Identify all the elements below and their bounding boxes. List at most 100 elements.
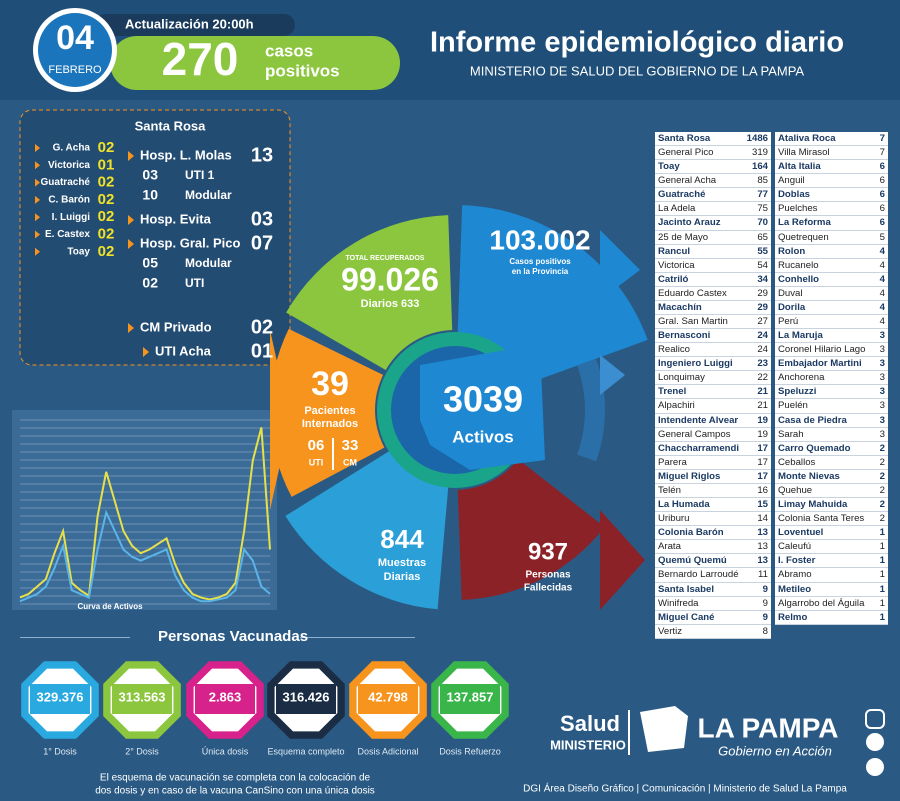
label: Pacientes — [304, 405, 355, 417]
table-row: Villa Mirasol 7 — [775, 146, 888, 161]
label: 06 — [308, 437, 325, 454]
count: 17 — [757, 456, 768, 468]
label: 03 — [142, 167, 158, 183]
count: 3 — [879, 414, 885, 426]
locality: Loventuel — [778, 527, 824, 539]
label: Activos — [452, 427, 513, 446]
locality: Catriló — [658, 273, 689, 285]
locality: Quemú Quemú — [658, 555, 727, 567]
table-row: Lonquimay 22 — [655, 371, 771, 386]
count: 13 — [757, 541, 768, 553]
subtitle: MINISTERIO DE SALUD DEL GOBIERNO DE LA P… — [470, 63, 805, 78]
locality: Intendente Alvear — [658, 414, 739, 426]
table-row: Rancul 55 — [655, 245, 771, 259]
arrow — [600, 510, 645, 610]
bullet — [128, 215, 134, 225]
locality: Coronel Hilario Lago — [778, 344, 866, 356]
bullet — [128, 151, 134, 161]
table-row: Santa Isabel 9 — [655, 583, 771, 597]
locality: Colonia Santa Teres — [778, 513, 865, 525]
count: 13 — [757, 527, 768, 539]
table-row: Winifreda 9 — [655, 597, 771, 611]
line — [19, 509, 271, 603]
count: 1 — [879, 527, 885, 539]
locality: Macachín — [658, 301, 702, 313]
locality: Uriburu — [658, 513, 690, 525]
wheel-segment — [270, 328, 385, 497]
wheel-segment — [577, 358, 605, 462]
label: 329.376 — [37, 689, 84, 704]
count: 21 — [757, 386, 768, 398]
locality: Conhello — [778, 273, 820, 285]
table-row: Rucanelo 4 — [775, 259, 888, 273]
label: G. Acha — [53, 143, 91, 154]
table-row: Alta Italia 6 — [775, 160, 888, 175]
locality: Rucanelo — [778, 259, 819, 271]
table-row: General Campos 19 — [655, 428, 771, 442]
label: 02 — [98, 174, 115, 191]
label: Fallecidas — [524, 583, 573, 594]
table-row: Colonia Santa Teres 2 — [775, 512, 888, 527]
table-row: Caleufú 1 — [775, 540, 888, 555]
label: 05 — [142, 255, 158, 271]
label: 316.426 — [283, 689, 330, 704]
count: 34 — [757, 273, 768, 285]
locality: Alpachiri — [658, 400, 695, 412]
locality: Parera — [658, 456, 687, 468]
table-row: Carro Quemado 2 — [775, 442, 888, 456]
locality: La Reforma — [778, 217, 831, 229]
label: Hosp. Gral. Pico — [140, 235, 240, 250]
bullet — [35, 195, 40, 204]
locality: Doblas — [778, 189, 810, 201]
panel-title: Santa Rosa — [135, 118, 207, 133]
count: 2 — [879, 499, 885, 511]
label: 07 — [251, 232, 273, 254]
count: 15 — [757, 499, 768, 511]
count: 6 — [879, 161, 885, 173]
table-row: Perú 4 — [775, 315, 888, 330]
label: 02 — [98, 225, 115, 242]
label: en la Provincia — [512, 267, 569, 276]
table-row: Anguil 6 — [775, 174, 888, 189]
badge-map — [276, 684, 336, 714]
table-row: Jacinto Arauz 70 — [655, 216, 771, 231]
table-row: La Reforma 6 — [775, 216, 888, 231]
count: 4 — [879, 245, 885, 257]
label: Guatraché — [41, 177, 91, 188]
table-row: Puelén 3 — [775, 399, 888, 414]
table-row: General Acha 85 — [655, 174, 771, 189]
locality: Abramo — [778, 569, 812, 581]
locality: Eduardo Castex — [658, 287, 727, 299]
label: Toay — [67, 246, 90, 257]
locality: La Adela — [658, 203, 696, 215]
cases: 270 — [162, 33, 239, 85]
count: 22 — [757, 372, 768, 384]
table-row: General Pico 319 — [655, 146, 771, 161]
locality: Algarrobo del Águila — [778, 597, 865, 609]
wheel-segment — [285, 449, 449, 610]
locality: Gral. San Martin — [658, 316, 728, 328]
count: 1 — [879, 583, 885, 595]
wheel-segment — [457, 459, 605, 600]
count: 65 — [757, 231, 768, 243]
count: 21 — [757, 400, 768, 412]
label: UTI — [185, 276, 204, 290]
count: 14 — [757, 513, 768, 525]
table-row: La Adela 75 — [655, 202, 771, 217]
brand: LA PAMPA — [697, 712, 838, 743]
table-row: Monte Nievas 2 — [775, 470, 888, 484]
locality: Telén — [658, 484, 681, 496]
label: 10 — [142, 187, 158, 203]
label: CM — [343, 457, 357, 467]
locality: Santa Rosa — [658, 133, 711, 144]
count: 6 — [879, 189, 885, 201]
label: 02 — [98, 191, 115, 208]
locality: Villa Mirasol — [778, 147, 830, 159]
label: 42.798 — [368, 689, 408, 704]
table-row: Metileo 1 — [775, 583, 888, 597]
locality: Ingeniero Luiggi — [658, 358, 733, 370]
badge-map — [358, 684, 418, 714]
wheel-segment — [286, 215, 453, 370]
table-row: Trenel 21 — [655, 385, 771, 400]
locality: Sarah — [778, 428, 804, 440]
